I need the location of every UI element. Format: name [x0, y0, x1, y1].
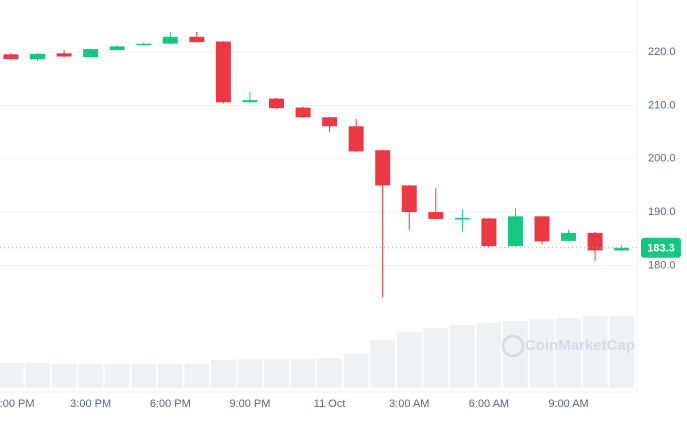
candle-body: [30, 53, 46, 60]
candle-body: [269, 98, 284, 109]
x-tick-label: 3:00 PM: [70, 398, 111, 410]
y-tick-label: 200.0: [648, 153, 676, 165]
y-tick-label: 210.0: [648, 99, 676, 111]
y-tick-label: 180.0: [648, 259, 676, 271]
x-tick-label: 6:00 AM: [469, 398, 509, 410]
volume-bar: [449, 325, 475, 388]
candle-body: [189, 36, 205, 43]
volume-bar: [25, 363, 51, 388]
volume-bar: [290, 359, 316, 388]
candle-body: [534, 216, 550, 242]
volume-bar: [264, 359, 289, 388]
volume-bar: [0, 363, 24, 388]
volume-bar: [529, 319, 555, 388]
volume-bar: [423, 328, 449, 388]
x-tick-label: 9:00 PM: [229, 398, 270, 410]
volume-bar: [343, 354, 369, 388]
candle-body: [561, 232, 577, 241]
candle-body: [215, 41, 231, 103]
volume-bar: [396, 332, 422, 388]
candle-body: [481, 218, 497, 247]
volume-bar: [370, 340, 396, 388]
volume-bar: [104, 364, 130, 388]
candle-body: [454, 217, 470, 220]
x-tick-label: 11 Oct: [314, 398, 346, 410]
volume-bar: [476, 323, 502, 388]
volume-bar: [51, 364, 77, 388]
x-tick-label: 12:00 PM: [0, 398, 35, 410]
volume-bar: [157, 364, 183, 388]
watermark-logo: [501, 334, 525, 358]
volume-bar: [609, 316, 635, 388]
candle-body: [507, 216, 523, 247]
candle-body: [428, 212, 444, 220]
x-tick-label: 9:00 AM: [548, 398, 588, 410]
volume-bar: [237, 359, 263, 388]
candle-body: [242, 100, 258, 103]
volume-bar: [582, 316, 608, 388]
last-price-label: 183.3: [647, 243, 675, 255]
y-tick-label: 190.0: [648, 206, 676, 218]
candle-body: [401, 185, 417, 213]
candle-body: [109, 46, 125, 51]
candle-body: [375, 150, 391, 186]
candle-body: [322, 117, 338, 127]
candle-body: [3, 54, 19, 60]
candle-body: [295, 107, 311, 118]
x-tick-label: 3:00 AM: [389, 398, 429, 410]
last-price-tag: [641, 237, 681, 258]
candle-body: [56, 53, 72, 57]
volume-bar: [78, 364, 104, 388]
volume-bar: [556, 318, 582, 388]
watermark: CoinMarketCap: [525, 337, 635, 354]
y-tick-label: 220.0: [648, 46, 676, 58]
candle-body: [348, 126, 364, 152]
candle-body: [83, 49, 99, 58]
volume-bar: [184, 364, 210, 388]
volume-bar: [131, 364, 157, 388]
candle-body: [136, 43, 152, 46]
x-tick-label: 6:00 PM: [150, 398, 191, 410]
candle-body: [587, 232, 603, 251]
volume-bar: [210, 360, 236, 388]
candle-body: [614, 247, 630, 251]
candle-body: [162, 36, 178, 44]
volume-bar: [317, 358, 343, 388]
